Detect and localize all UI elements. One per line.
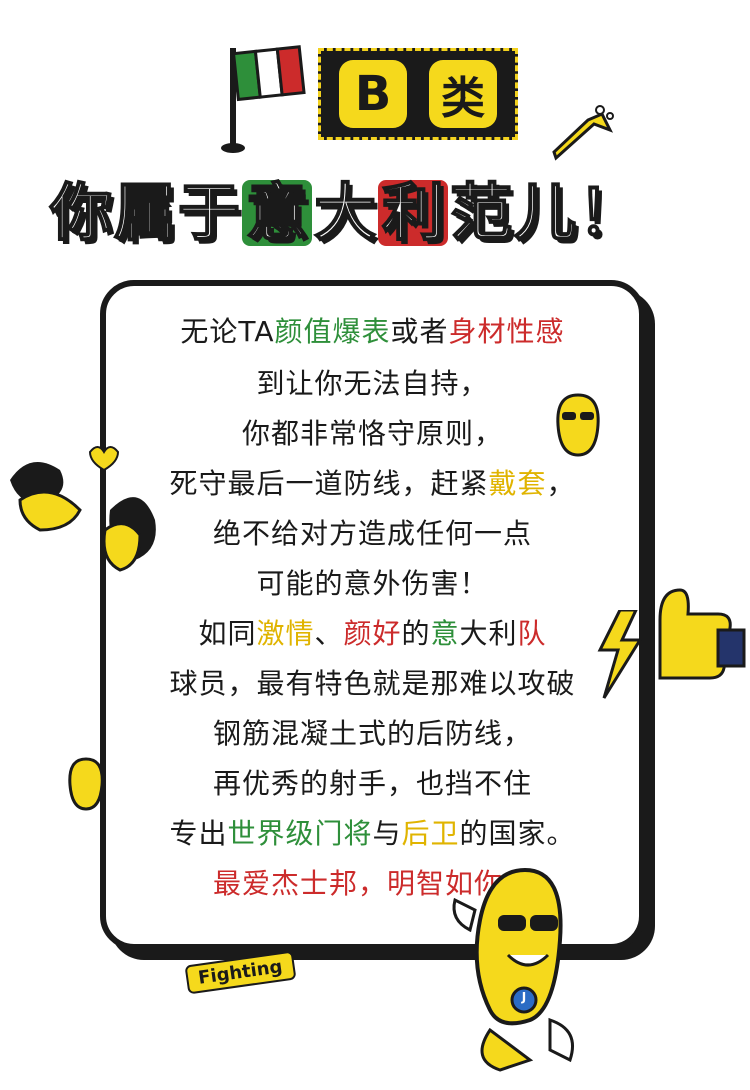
badge-word: 类 bbox=[429, 60, 497, 128]
body-line-6: 可能的意外伤害！ bbox=[256, 567, 489, 600]
title-char: 大 bbox=[313, 176, 377, 249]
title-char-red: 利 bbox=[378, 180, 449, 246]
mascot-character-icon bbox=[452, 867, 574, 1072]
fighting-sticker: Fighting bbox=[184, 950, 297, 995]
lightning-icon bbox=[597, 610, 643, 699]
title-char: 于 bbox=[177, 176, 241, 249]
body-line-10: 再优秀的射手，也挡不住 bbox=[212, 767, 532, 800]
page-title: 你 属 于 意 大 利 范 儿 ！ bbox=[49, 168, 710, 258]
body-line-12: 最爱杰士邦，明智如你！ bbox=[212, 867, 532, 900]
title-char: 你 bbox=[49, 176, 113, 249]
body-line-1: 无论TA颜值爆表或者身材性感 bbox=[180, 315, 565, 348]
body-line-3: 你都非常恪守原则， bbox=[241, 417, 503, 450]
trumpet-icon bbox=[552, 105, 614, 161]
thumbs-up-icon bbox=[658, 588, 746, 680]
body-line-5: 绝不给对方造成任何一点 bbox=[212, 517, 532, 550]
kissing-couple-icon bbox=[10, 446, 156, 572]
title-char: ！ bbox=[577, 176, 641, 249]
body-line-4: 死守最后一道防线，赶紧戴套， bbox=[169, 467, 576, 500]
body-line-9: 钢筋混凝土式的后防线， bbox=[212, 717, 532, 750]
small-mascot-icon bbox=[68, 757, 104, 811]
body-line-8: 球员，最有特色就是那难以攻破 bbox=[169, 667, 576, 700]
message-card bbox=[100, 280, 645, 950]
italy-flag-icon bbox=[221, 45, 306, 153]
title-char: 范 bbox=[449, 176, 513, 249]
title-char-green: 意 bbox=[242, 180, 313, 246]
body-line-7: 如同激情、颜好的意大利队 bbox=[198, 617, 547, 650]
mascot-shirt-letter: J bbox=[521, 990, 527, 1004]
badge-letter: B bbox=[339, 60, 407, 128]
body-line-11: 专出世界级门将与后卫的国家。 bbox=[169, 817, 576, 850]
category-badge: B 类 bbox=[318, 48, 518, 140]
title-char: 属 bbox=[113, 176, 177, 249]
sunglasses-mascot-icon bbox=[556, 393, 600, 457]
title-char: 儿 bbox=[513, 176, 577, 249]
body-line-2: 到让你无法自持， bbox=[256, 367, 489, 400]
